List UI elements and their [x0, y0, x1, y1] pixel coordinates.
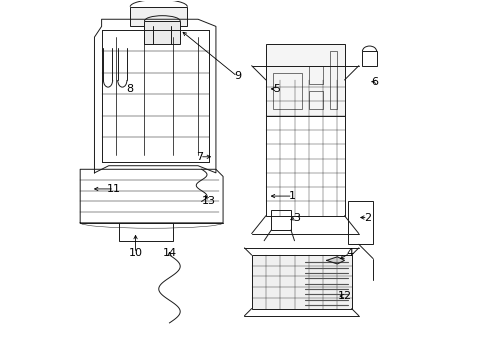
Bar [271, 210, 290, 230]
Bar [130, 7, 187, 26]
Text: 4: 4 [346, 248, 353, 258]
Text: 2: 2 [364, 212, 370, 222]
Bar [308, 66, 323, 84]
Text: 1: 1 [288, 191, 296, 201]
Bar [265, 44, 344, 116]
Bar [265, 80, 344, 216]
Bar [272, 73, 301, 109]
Bar [347, 202, 372, 244]
Bar [308, 91, 323, 109]
Text: 13: 13 [202, 197, 215, 206]
Text: 10: 10 [128, 248, 142, 258]
Bar [362, 51, 376, 66]
Bar [119, 223, 173, 241]
Text: 6: 6 [370, 77, 378, 87]
Bar [144, 21, 180, 44]
Text: 7: 7 [196, 152, 203, 162]
Bar [329, 51, 337, 109]
Bar [251, 255, 351, 309]
Text: 3: 3 [292, 212, 299, 222]
Text: 14: 14 [162, 248, 176, 258]
Text: 11: 11 [107, 184, 121, 194]
Text: 5: 5 [273, 84, 280, 94]
Text: 8: 8 [126, 84, 134, 94]
Polygon shape [326, 257, 344, 264]
Text: 12: 12 [337, 291, 351, 301]
Text: 9: 9 [233, 71, 241, 81]
